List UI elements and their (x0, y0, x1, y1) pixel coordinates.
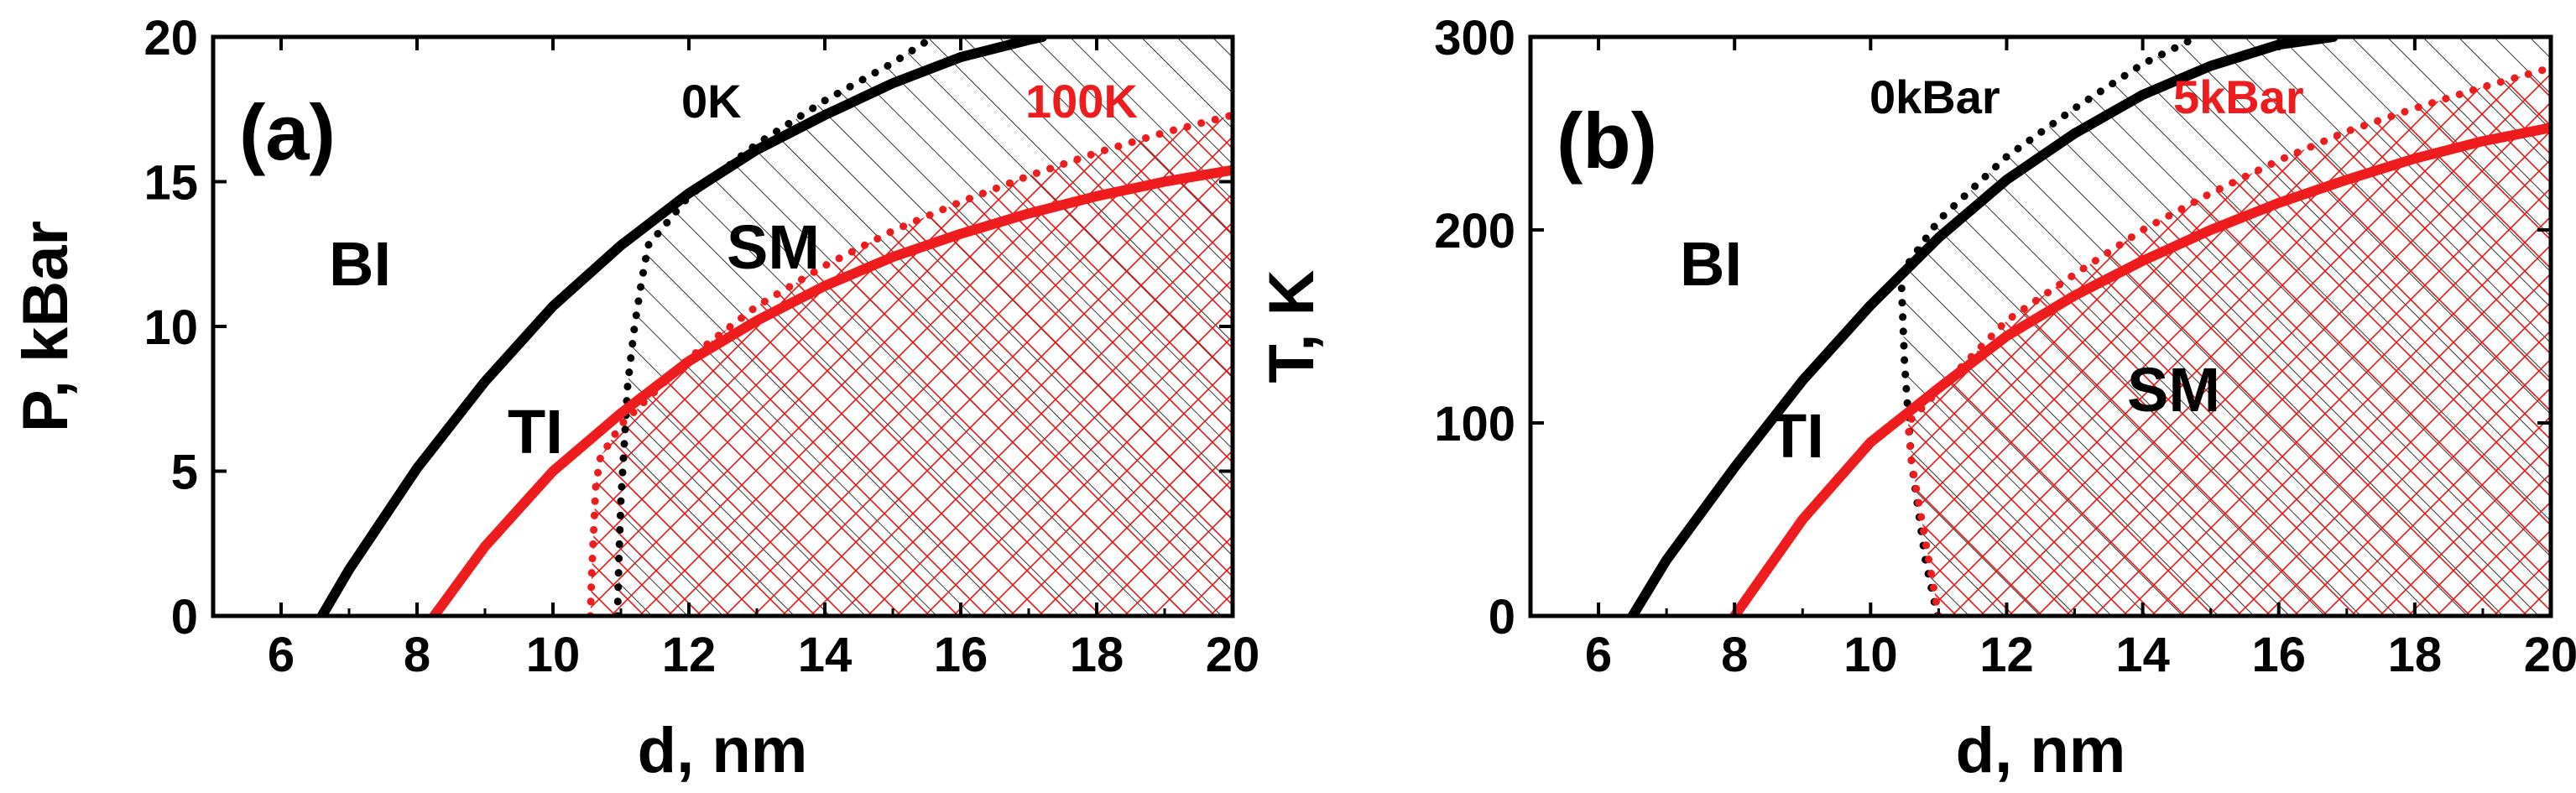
x-tick-label: 18 (1070, 628, 1124, 682)
x-axis-label-a: d, nm (638, 715, 808, 786)
plot-frame-b (1528, 34, 2553, 618)
y-tick-label: 200 (1434, 204, 1515, 258)
series-line-5kbar-dotted (1904, 64, 2551, 616)
x-axis-label-b: d, nm (1956, 715, 2126, 786)
curve-label-5kbar: 5kBar (2173, 70, 2304, 123)
hatch-region-red (1907, 67, 2551, 616)
curve-label-100k: 100K (1025, 75, 1138, 128)
x-tick-label: 8 (404, 628, 430, 682)
y-tick-label: 0 (1489, 590, 1515, 644)
y-axis-label-a: P, kBar (10, 221, 81, 432)
y-tick-label: 5 (171, 446, 198, 500)
x-tick-label: 8 (1721, 628, 1748, 682)
panel-label-b: (b) (1557, 97, 1657, 185)
region-label-ti-a: TI (508, 397, 563, 467)
x-tick-label: 14 (798, 628, 853, 682)
y-tick-label: 15 (143, 156, 198, 211)
chart-panel-a: 6 8 10 12 14 16 18 20 0 5 10 15 20 d, nm P, kBar (a)… (10, 11, 1259, 786)
series-line-100k-dotted (587, 111, 1233, 616)
curve-label-0k: 0K (681, 75, 742, 128)
region-label-sm-b: SM (2127, 355, 2220, 425)
x-tick-label: 14 (2115, 628, 2170, 682)
x-tick-label: 10 (1843, 628, 1898, 682)
y-tick-label: 0 (171, 590, 198, 644)
series-line-0kbar-solid (1627, 37, 2339, 616)
region-label-sm-a: SM (727, 212, 820, 282)
panel-label-a: (a) (239, 88, 336, 176)
x-tick-label: 16 (2251, 628, 2306, 682)
x-tick-label: 18 (2388, 628, 2443, 682)
y-tick-label: 300 (1434, 11, 1515, 65)
region-label-bi-a: BI (329, 229, 391, 299)
x-tick-label: 16 (934, 628, 988, 682)
series-line-0k-solid (316, 37, 1048, 616)
x-tick-label: 12 (1979, 628, 2034, 682)
curve-label-0kbar: 0kBar (1869, 70, 2000, 123)
x-tick-label: 10 (526, 628, 581, 682)
y-tick-label: 100 (1434, 397, 1515, 451)
y-tick-label: 20 (143, 11, 198, 65)
x-tick-label: 6 (1585, 628, 1612, 682)
y-tick-label: 10 (143, 300, 198, 355)
region-label-bi-b: BI (1680, 229, 1742, 299)
x-tick-label: 12 (662, 628, 717, 682)
x-tick-label: 20 (2524, 628, 2576, 682)
region-label-ti-b: TI (1769, 401, 1824, 471)
y-axis-label-b: T, K (1256, 269, 1327, 383)
series-line-5kbar-solid (1729, 123, 2551, 616)
x-tick-label: 6 (268, 628, 295, 682)
series-line-100k-solid (429, 164, 1233, 616)
series-line-0k-dotted (613, 37, 938, 616)
x-tick-label: 20 (1206, 628, 1260, 682)
hatch-region-red (590, 115, 1233, 616)
